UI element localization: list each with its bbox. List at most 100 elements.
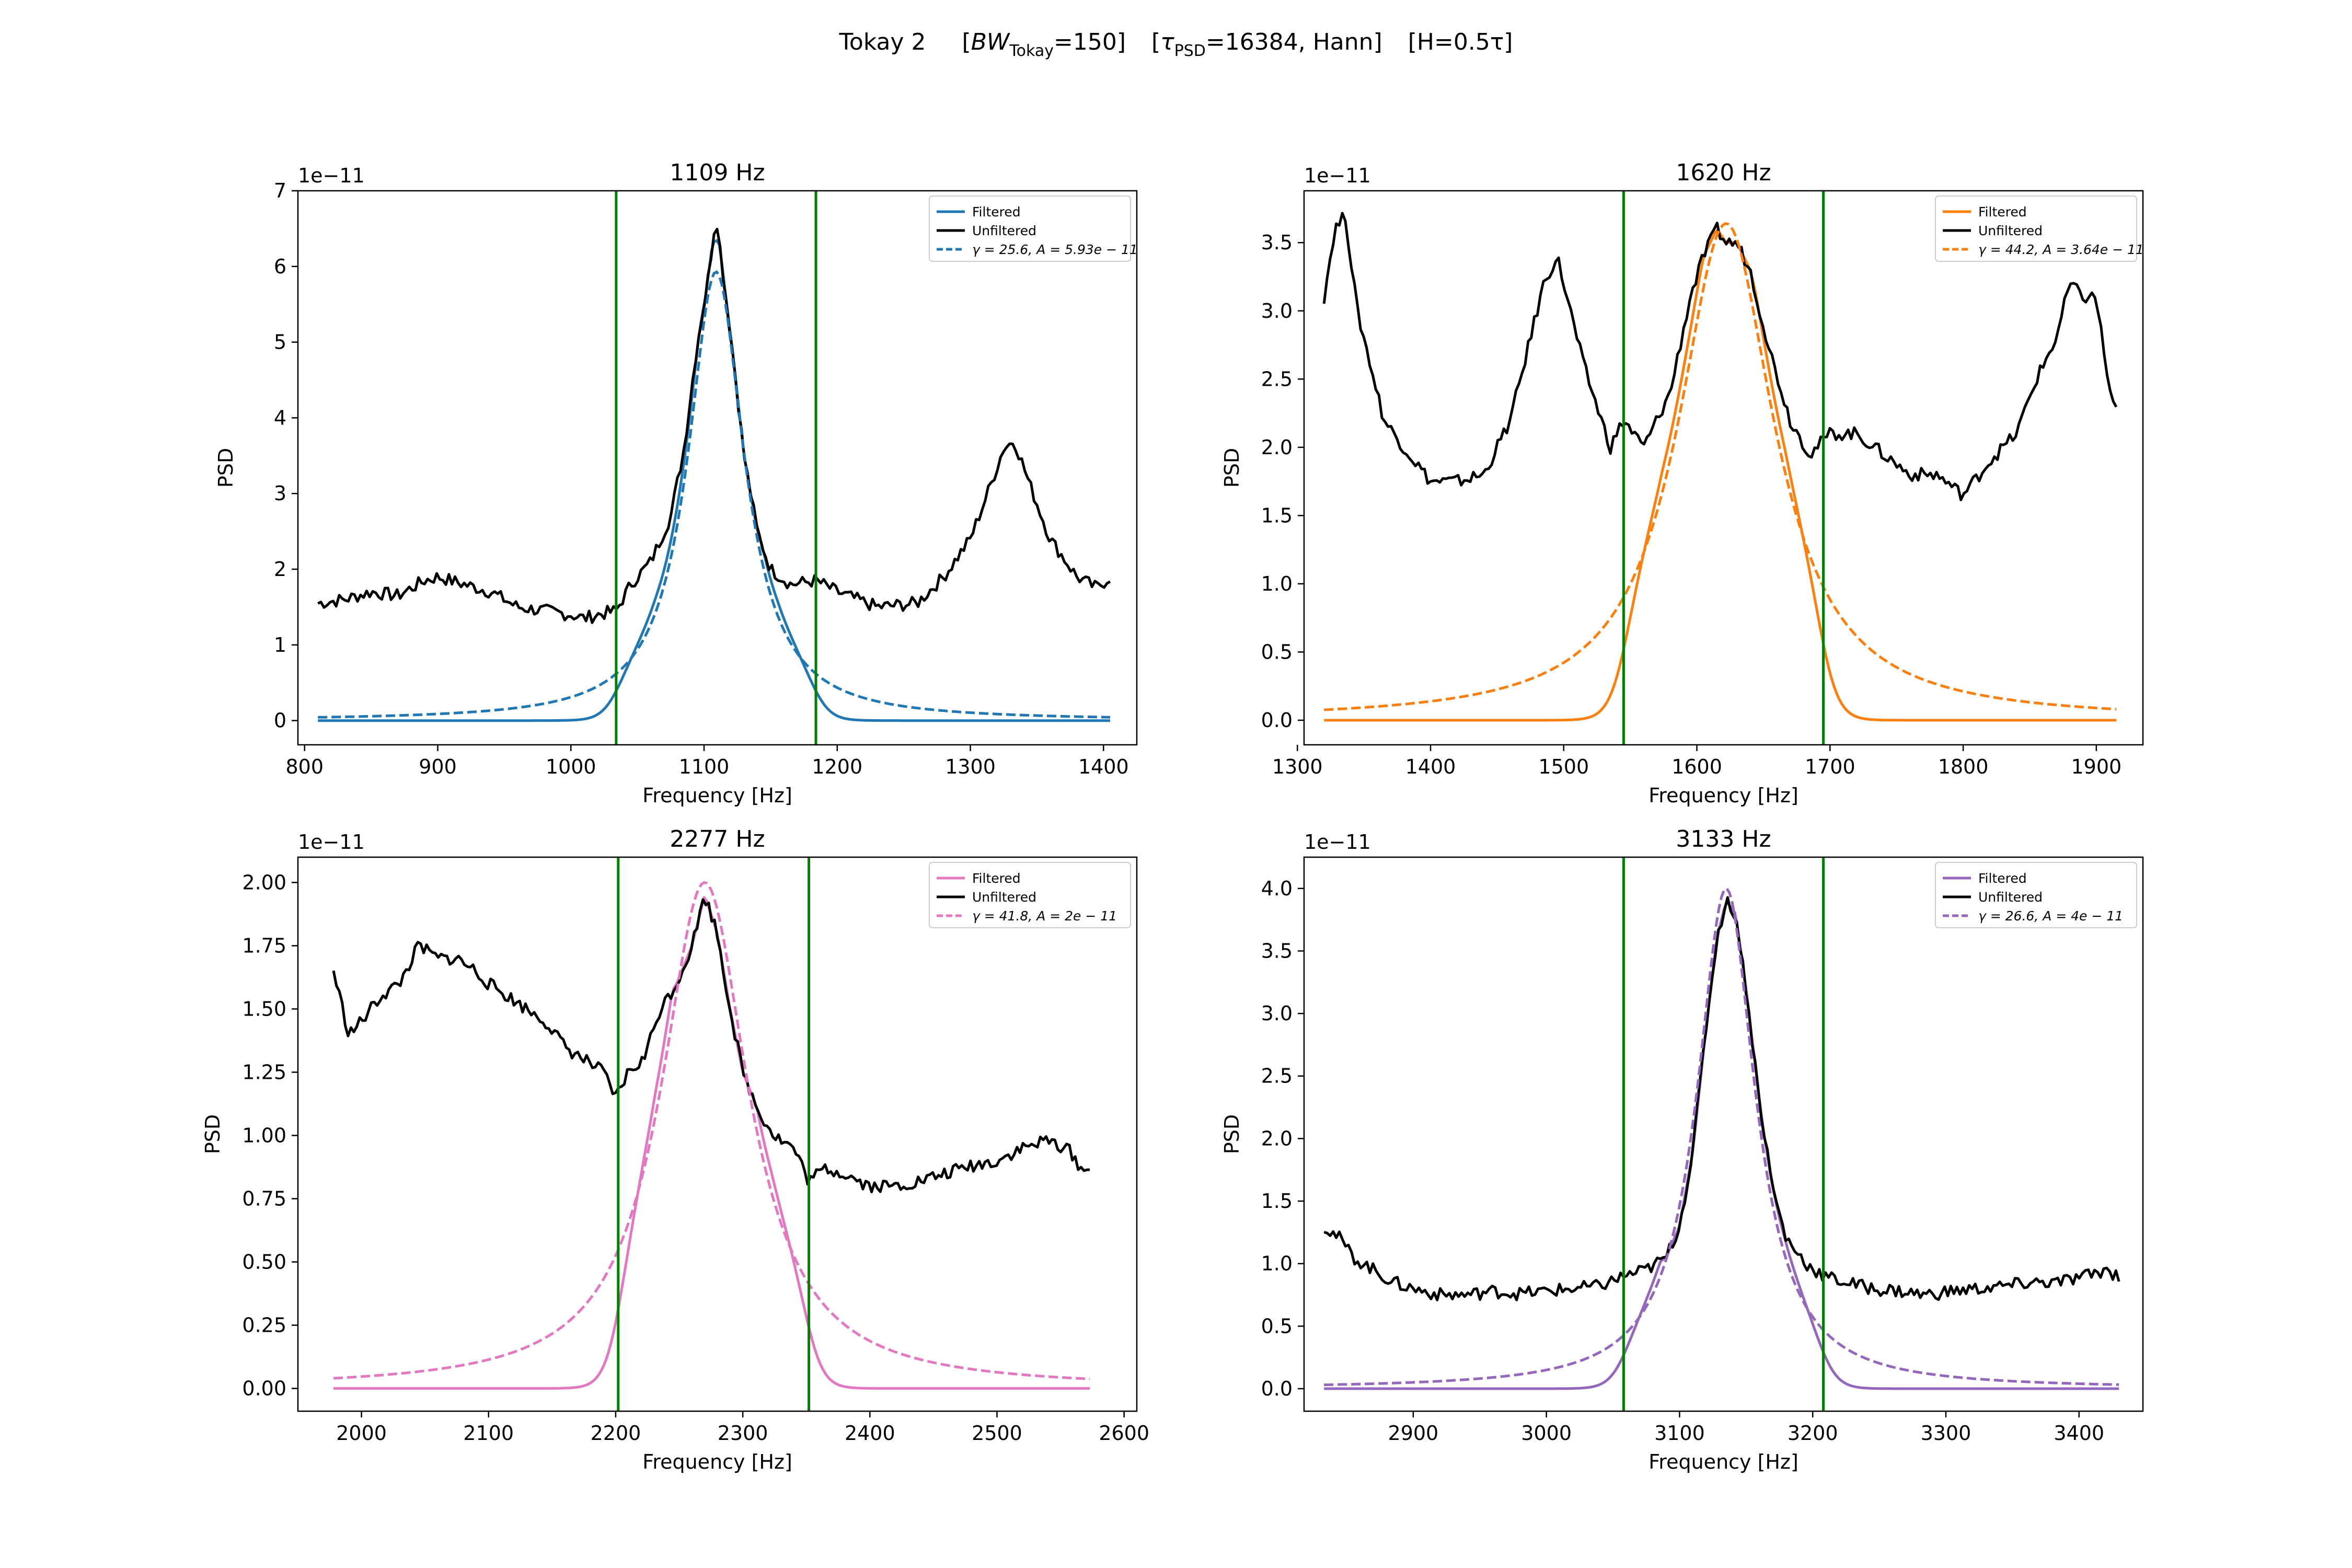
y-tick-label: 1.75 <box>242 934 286 957</box>
x-tick-label: 1300 <box>945 755 996 778</box>
x-tick-label: 1400 <box>1405 755 1456 778</box>
x-tick-label: 3100 <box>1654 1422 1705 1445</box>
axes-frame <box>297 856 1138 1412</box>
y-tick-label: 1.25 <box>242 1060 286 1083</box>
subplot-1: 800 900 1000 1100 1200 1300 1400 0 1 2 3 4 5 6 7 1e−11 1… <box>214 159 1138 807</box>
figure-title: Tokay 2 [BWTokay=150] [τPSD=16384, Hann]… <box>839 29 1513 60</box>
legend-frame <box>929 195 1131 262</box>
y-tick-label: 0 <box>274 709 286 732</box>
y-tick-label: 2.0 <box>1261 436 1293 459</box>
x-tick-label: 2600 <box>1099 1422 1149 1445</box>
lorentzian-fit-line <box>318 270 1111 719</box>
title-bw-sub: Tokay <box>1009 42 1054 60</box>
filtered-line <box>1324 900 2119 1390</box>
x-tick-label: 2300 <box>718 1422 768 1445</box>
legend-fit-label: γ = 25.6, A = 5.93e − 11 <box>972 242 1138 257</box>
y-tick-label: 7 <box>274 179 286 202</box>
title-tau-open: [ <box>1151 29 1160 55</box>
legend-fit-label: γ = 26.6, A = 4e − 11 <box>1978 908 2123 924</box>
title-bw-symbol: BW <box>971 29 1010 55</box>
y-axis-label: PSD <box>1220 1114 1243 1154</box>
legend-filtered-label: Filtered <box>972 204 1021 220</box>
x-tick-label: 1000 <box>546 755 596 778</box>
y-tick-label: 6 <box>274 255 286 278</box>
title-tau-symbol: τ <box>1160 29 1174 55</box>
y-tick-label: 3.0 <box>1261 1002 1293 1025</box>
y-tick-label: 1.0 <box>1261 572 1293 595</box>
x-tick-label: 2200 <box>591 1422 641 1445</box>
plot-content <box>332 881 1090 1390</box>
x-tick-label: 900 <box>419 755 457 778</box>
y-tick-label: 0.75 <box>242 1187 286 1210</box>
legend-unfiltered-label: Unfiltered <box>1978 890 2043 905</box>
axes-frame <box>297 190 1138 746</box>
x-tick-label: 3200 <box>1788 1422 1838 1445</box>
y-tick-label: 0.5 <box>1261 640 1293 663</box>
y-tick-label: 4.0 <box>1261 877 1293 900</box>
y-tick-label: 5 <box>274 331 286 354</box>
y-tick-label: 0.25 <box>242 1313 286 1336</box>
y-axis-label: PSD <box>1220 448 1243 488</box>
legend-filtered-label: Filtered <box>972 871 1021 886</box>
filtered-line <box>1324 228 2116 722</box>
x-axis-label: Frequency [Hz] <box>1648 1450 1798 1473</box>
subplot-title: 2277 Hz <box>670 826 765 852</box>
y-tick-label: 0.0 <box>1261 709 1293 732</box>
legend-unfiltered-label: Unfiltered <box>972 890 1036 905</box>
x-tick-label: 2500 <box>972 1422 1022 1445</box>
x-tick-label: 1700 <box>1805 755 1855 778</box>
title-h-text: [H=0.5τ] <box>1408 29 1513 55</box>
y-axis-label: PSD <box>201 1114 224 1154</box>
x-tick-label: 2100 <box>463 1422 514 1445</box>
y-tick-label: 2.5 <box>1261 367 1293 390</box>
legend-frame <box>929 862 1131 928</box>
y-offset-text: 1e−11 <box>1304 164 1371 187</box>
y-tick-label: 2.00 <box>242 871 286 894</box>
y-tick-label: 1 <box>274 633 286 656</box>
subplot-title: 1620 Hz <box>1676 159 1771 186</box>
title-prefix: Tokay 2 <box>839 29 926 55</box>
x-tick-label: 1900 <box>2071 755 2122 778</box>
x-tick-label: 3400 <box>2054 1422 2104 1445</box>
legend-filtered-label: Filtered <box>1978 871 2027 886</box>
title-bw-value: =150] <box>1054 29 1126 55</box>
x-axis-label: Frequency [Hz] <box>1648 784 1798 807</box>
x-axis-label: Frequency [Hz] <box>642 1450 792 1473</box>
x-tick-label: 1800 <box>1938 755 1989 778</box>
y-offset-text: 1e−11 <box>298 164 365 187</box>
y-tick-label: 3.5 <box>1261 939 1293 962</box>
plot-content <box>1323 886 2120 1390</box>
filtered-line <box>333 896 1090 1390</box>
y-axis-label: PSD <box>214 448 237 488</box>
y-tick-label: 3.5 <box>1261 231 1293 254</box>
plot-content <box>317 227 1111 722</box>
y-tick-label: 4 <box>274 406 286 429</box>
lorentzian-fit-line <box>333 881 1090 1380</box>
filtered-line <box>318 239 1110 722</box>
legend: Filtered Unfiltered γ = 25.6, A = 5.93e − … <box>929 195 1138 262</box>
subplot-2: 1300 1400 1500 1600 1700 1800 1900 0.0 0.5 1.0 1.5… <box>1220 159 2144 807</box>
y-tick-label: 1.00 <box>242 1124 286 1147</box>
y-tick-label: 2.5 <box>1261 1065 1293 1088</box>
unfiltered-line <box>317 227 1111 624</box>
y-tick-label: 1.5 <box>1261 1190 1293 1213</box>
x-tick-label: 1100 <box>679 755 730 778</box>
lorentzian-fit-line <box>1324 886 2119 1387</box>
y-offset-text: 1e−11 <box>1304 831 1371 854</box>
legend-frame <box>1935 862 2137 928</box>
x-tick-label: 3300 <box>1921 1422 1971 1445</box>
unfiltered-line <box>1323 896 2120 1301</box>
axes-frame <box>1303 190 2144 746</box>
x-tick-label: 1300 <box>1272 755 1323 778</box>
legend-filtered-label: Filtered <box>1978 204 2027 220</box>
y-tick-label: 3.0 <box>1261 299 1293 322</box>
y-tick-label: 1.0 <box>1261 1252 1293 1275</box>
legend: Filtered Unfiltered γ = 44.2, A = 3.64e − … <box>1935 195 2144 262</box>
legend-fit-label: γ = 41.8, A = 2e − 11 <box>972 908 1117 924</box>
plot-content <box>1322 212 2118 722</box>
y-tick-label: 2 <box>274 558 286 581</box>
subplot-3: 2000 2100 2200 2300 2400 2500 2600 0.00 0.25 0.50… <box>201 826 1149 1473</box>
legend: Filtered Unfiltered γ = 26.6, A = 4e − 11 <box>1935 862 2137 928</box>
